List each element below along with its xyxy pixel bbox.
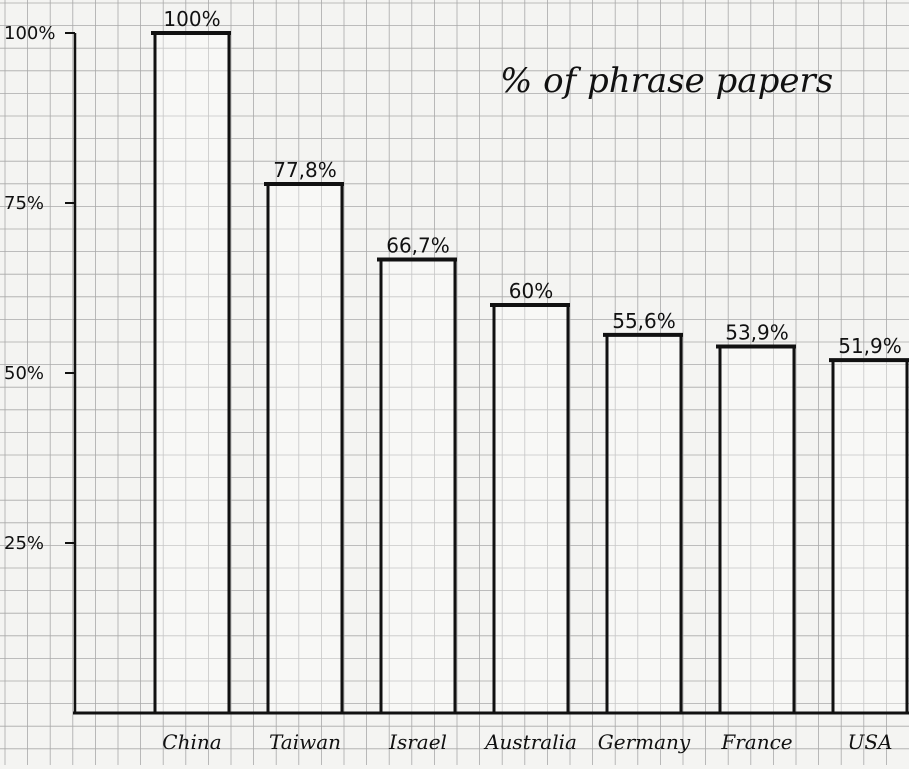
x-category-label: Germany xyxy=(598,730,691,754)
x-category-label: Taiwan xyxy=(269,730,341,754)
x-category-label: China xyxy=(162,730,221,754)
bars xyxy=(151,31,909,715)
bar-china xyxy=(153,31,231,715)
bar-value-label: 100% xyxy=(163,7,220,31)
bar-value-label: 66,7% xyxy=(386,233,450,257)
bar-taiwan xyxy=(266,182,344,715)
bar-australia xyxy=(492,303,570,715)
y-tick-label: 100% xyxy=(4,23,55,44)
x-category-label: France xyxy=(720,730,792,754)
bar-usa xyxy=(831,358,909,715)
bar-value-label: 51,9% xyxy=(838,334,902,358)
y-tick-label: 25% xyxy=(4,533,44,554)
bar-value-label: 77,8% xyxy=(273,158,337,182)
y-tick-label: 75% xyxy=(4,193,44,214)
x-category-label: Israel xyxy=(388,730,447,754)
labels: 100% 75% 50% 25% 100% China 77,8% Taiwan 66,7% Is… xyxy=(4,7,902,754)
bar-israel xyxy=(379,257,457,715)
chart-title: % of phrase papers xyxy=(500,61,833,101)
bar-germany xyxy=(605,333,683,715)
x-category-label: Australia xyxy=(483,730,577,754)
bar-france xyxy=(718,344,796,715)
bar-value-label: 55,6% xyxy=(612,309,676,333)
bar-value-label: 60% xyxy=(509,279,553,303)
y-tick-label: 50% xyxy=(4,363,44,384)
bar-value-label: 53,9% xyxy=(725,320,789,344)
x-category-label: USA xyxy=(848,730,893,754)
